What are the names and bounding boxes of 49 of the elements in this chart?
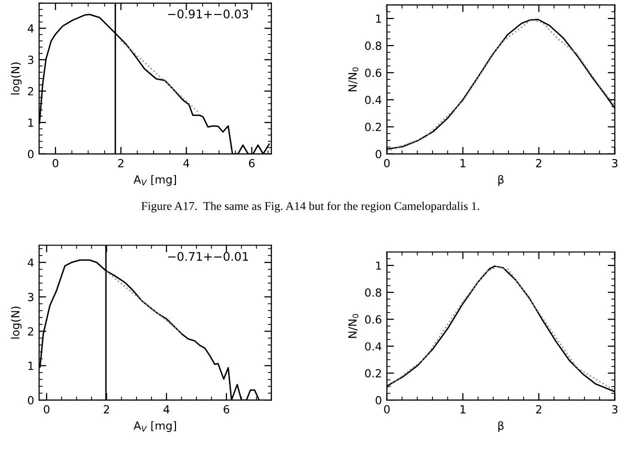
y-tick-label: 0.2 (365, 369, 381, 378)
y-axis-title: N/N$_{0}$ (348, 314, 358, 338)
x-tick-label: 0 (52, 158, 58, 168)
y-tick-label: 0.2 (365, 122, 381, 132)
x-tick-label: 0 (384, 158, 390, 168)
y-tick-label: 0 (376, 396, 382, 404)
annotation: −0.91+−0.03 (168, 9, 248, 18)
y-tick-label: 2 (28, 87, 34, 96)
x-tick-label: 2 (536, 405, 542, 414)
y-tick-label: 1 (28, 118, 34, 127)
y-tick-label: 4 (28, 258, 34, 267)
annotation: −0.71+−0.01 (168, 252, 248, 261)
y-tick-label: 0.8 (365, 288, 382, 297)
y-tick-label: 0 (28, 150, 34, 158)
x-tick-label: 6 (224, 405, 230, 414)
y-axis-title: log(N) (10, 306, 22, 339)
x-tick-label: 0 (384, 405, 390, 414)
x-tick-label: 1 (460, 405, 466, 414)
caption: Figure A17. The same as Fig. A14 but for the region Camelopardalis 1. (141, 202, 480, 212)
x-tick-label: 4 (163, 405, 170, 414)
x-tick-label: 2 (536, 158, 542, 168)
y-tick-label: 1 (28, 362, 34, 370)
y-tick-label: 2 (28, 327, 34, 336)
y-axis-title: log(N) (10, 62, 22, 94)
y-tick-label: 0.4 (365, 342, 382, 351)
x-tick-label: 3 (612, 158, 618, 168)
y-tick-label: 0.4 (365, 96, 382, 104)
y-axis-title: N/N$_{0}$ (348, 67, 358, 92)
x-axis-title: β (498, 421, 504, 432)
x-axis-title: A$_{V}$ [mg] (134, 421, 176, 432)
x-tick-label: 4 (183, 159, 190, 168)
y-tick-label: 0.8 (365, 42, 382, 50)
x-tick-label: 3 (612, 405, 618, 414)
y-tick-label: 0 (28, 396, 34, 404)
y-tick-label: 1 (376, 262, 381, 270)
x-axis-title: A$_{V}$ [mg] (134, 175, 176, 186)
y-tick-label: 3 (28, 56, 34, 64)
x-tick-label: 1 (460, 159, 466, 168)
y-tick-label: 0 (376, 150, 382, 158)
y-tick-label: 3 (28, 292, 34, 302)
y-tick-label: 4 (28, 24, 34, 32)
x-axis-title: β (498, 175, 504, 186)
x-tick-label: 2 (118, 158, 124, 168)
y-tick-label: 0.6 (365, 315, 382, 324)
x-tick-label: 0 (44, 405, 50, 414)
y-tick-label: 1 (376, 14, 381, 23)
x-tick-label: 2 (104, 405, 109, 414)
x-tick-label: 6 (248, 158, 255, 168)
y-tick-label: 0.6 (365, 68, 382, 78)
